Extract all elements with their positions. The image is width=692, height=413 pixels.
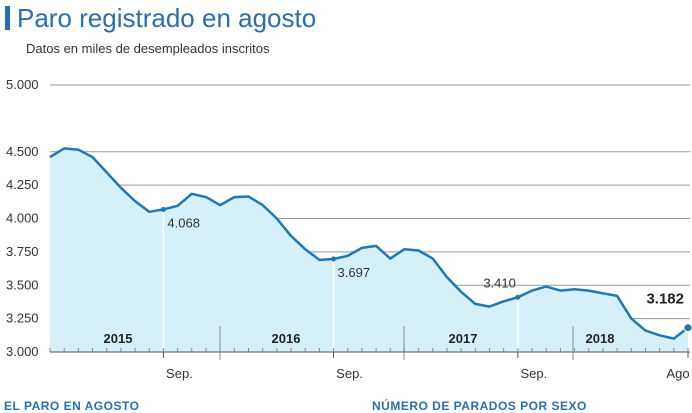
series-line [49, 147, 689, 340]
x-tick-label: Sep. [520, 366, 547, 381]
data-label: 3.410 [483, 275, 516, 290]
year-label: 2018 [586, 331, 615, 346]
x-tick-label: Ago [666, 366, 689, 381]
title-accent-bar [5, 6, 10, 30]
y-axis-ticks: 3.000 3.250 3.500 3.750 4.000 4.250 4.500 5.000 [6, 77, 39, 359]
data-label: 3.697 [338, 265, 371, 280]
x-tick-label: Sep. [336, 366, 363, 381]
area-fill [50, 148, 688, 352]
data-point-marker [683, 323, 692, 333]
footer-right-heading: NÚMERO DE PARADOS POR SEXO [372, 399, 587, 413]
data-point-marker [331, 256, 337, 262]
year-label: 2017 [449, 331, 478, 346]
y-tick-label: 3.250 [6, 311, 39, 326]
y-tick-label: 4.500 [6, 144, 39, 159]
y-tick-label: 4.000 [6, 211, 39, 226]
data-label: 3.182 [646, 291, 684, 308]
y-tick-label: 3.000 [6, 344, 39, 359]
year-label: 2015 [104, 331, 133, 346]
chart-title: Paro registrado en agosto [17, 3, 317, 33]
y-tick-label: 3.500 [6, 277, 39, 292]
data-label: 4.068 [167, 215, 200, 230]
y-tick-label: 5.000 [6, 77, 39, 92]
y-tick-label: 3.750 [6, 244, 39, 259]
y-tick-label: 4.250 [6, 177, 39, 192]
x-tick-label: Sep. [166, 366, 193, 381]
data-point-marker [515, 294, 521, 300]
x-axis: 2015 2016 2017 2018 Sep. Sep. Sep. Ago [49, 326, 690, 381]
annotations: 4.068 3.697 3.410 3.182 [160, 206, 692, 333]
chart-area [49, 147, 689, 352]
footer-left-heading: EL PARO EN AGOSTO [4, 399, 140, 413]
chart-subtitle: Datos en miles de desempleados inscritos [26, 41, 270, 56]
year-label: 2016 [272, 331, 301, 346]
data-point-marker [160, 206, 166, 212]
